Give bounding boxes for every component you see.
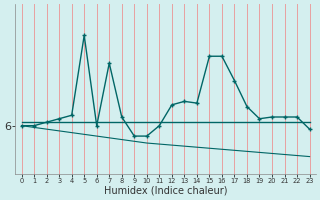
X-axis label: Humidex (Indice chaleur): Humidex (Indice chaleur)	[104, 186, 227, 196]
